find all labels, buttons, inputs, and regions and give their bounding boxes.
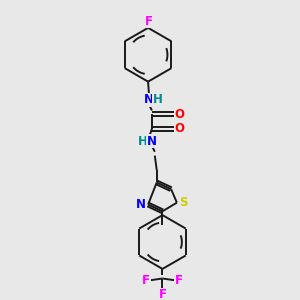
Text: N: N xyxy=(147,135,157,148)
Text: H: H xyxy=(138,135,148,148)
Text: S: S xyxy=(179,196,188,209)
Text: O: O xyxy=(175,108,185,121)
Text: F: F xyxy=(175,274,183,287)
Text: H: H xyxy=(153,93,163,106)
Text: N: N xyxy=(136,198,146,211)
Text: F: F xyxy=(145,15,153,28)
Text: N: N xyxy=(144,93,154,106)
Text: F: F xyxy=(142,274,150,287)
Text: F: F xyxy=(158,288,166,300)
Text: O: O xyxy=(175,122,185,135)
